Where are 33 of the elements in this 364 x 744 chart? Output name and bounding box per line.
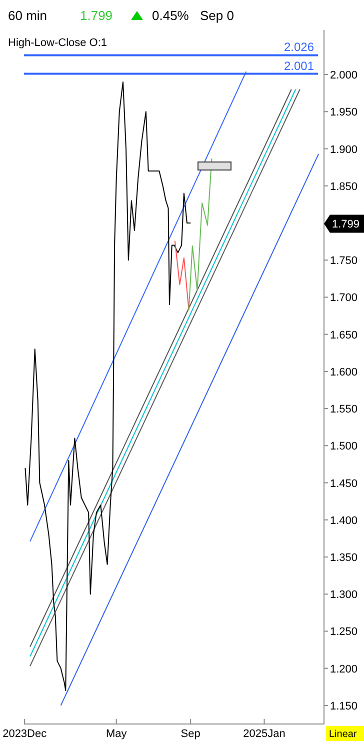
text: High-Low-Close O:1: [8, 37, 108, 49]
y-tick-label: 2.000: [330, 70, 358, 82]
text: 0.45%: [152, 8, 190, 23]
line-series: [188, 158, 212, 310]
y-tick-label: 1.400: [330, 514, 358, 527]
line-series: [174, 240, 190, 310]
y-tick-label: 1.500: [330, 440, 358, 453]
line-series: [24, 81, 192, 692]
ref-line-label: 2.026: [284, 40, 314, 54]
ref-line-label: 2.001: [284, 58, 314, 73]
y-tick-label: 1.550: [330, 404, 358, 416]
y-tick-label: 1.300: [330, 589, 358, 602]
y-tick-label: 1.250: [330, 626, 358, 638]
y-tick-label: 1.650: [330, 329, 358, 342]
x-tick-label: 2025Jan: [243, 728, 286, 740]
text: Sep 0: [200, 8, 234, 23]
x-tick-label: Sep: [180, 728, 200, 740]
chart-title: 60 min: [8, 8, 48, 23]
y-tick-label: 1.750: [330, 255, 358, 268]
y-tick-label: 1.200: [330, 663, 358, 676]
y-tick-label: 1.450: [330, 478, 358, 490]
y-tick-label: 1.150: [330, 700, 358, 712]
text: 1.799: [80, 8, 113, 23]
x-tick-label: May: [106, 728, 128, 740]
y-tick-label: 1.350: [330, 552, 358, 564]
x-tick-label: 2023Dec: [2, 728, 48, 740]
y-tick-label: 1.700: [330, 292, 358, 304]
y-tick-label: 1.850: [330, 180, 358, 193]
y-tick-label: 1.900: [330, 144, 358, 156]
y-tick-label: 1.600: [330, 366, 358, 378]
y-tick-label: 1.950: [330, 106, 358, 119]
text: Linear: [329, 729, 358, 740]
annotation: 1.799: [332, 218, 360, 231]
